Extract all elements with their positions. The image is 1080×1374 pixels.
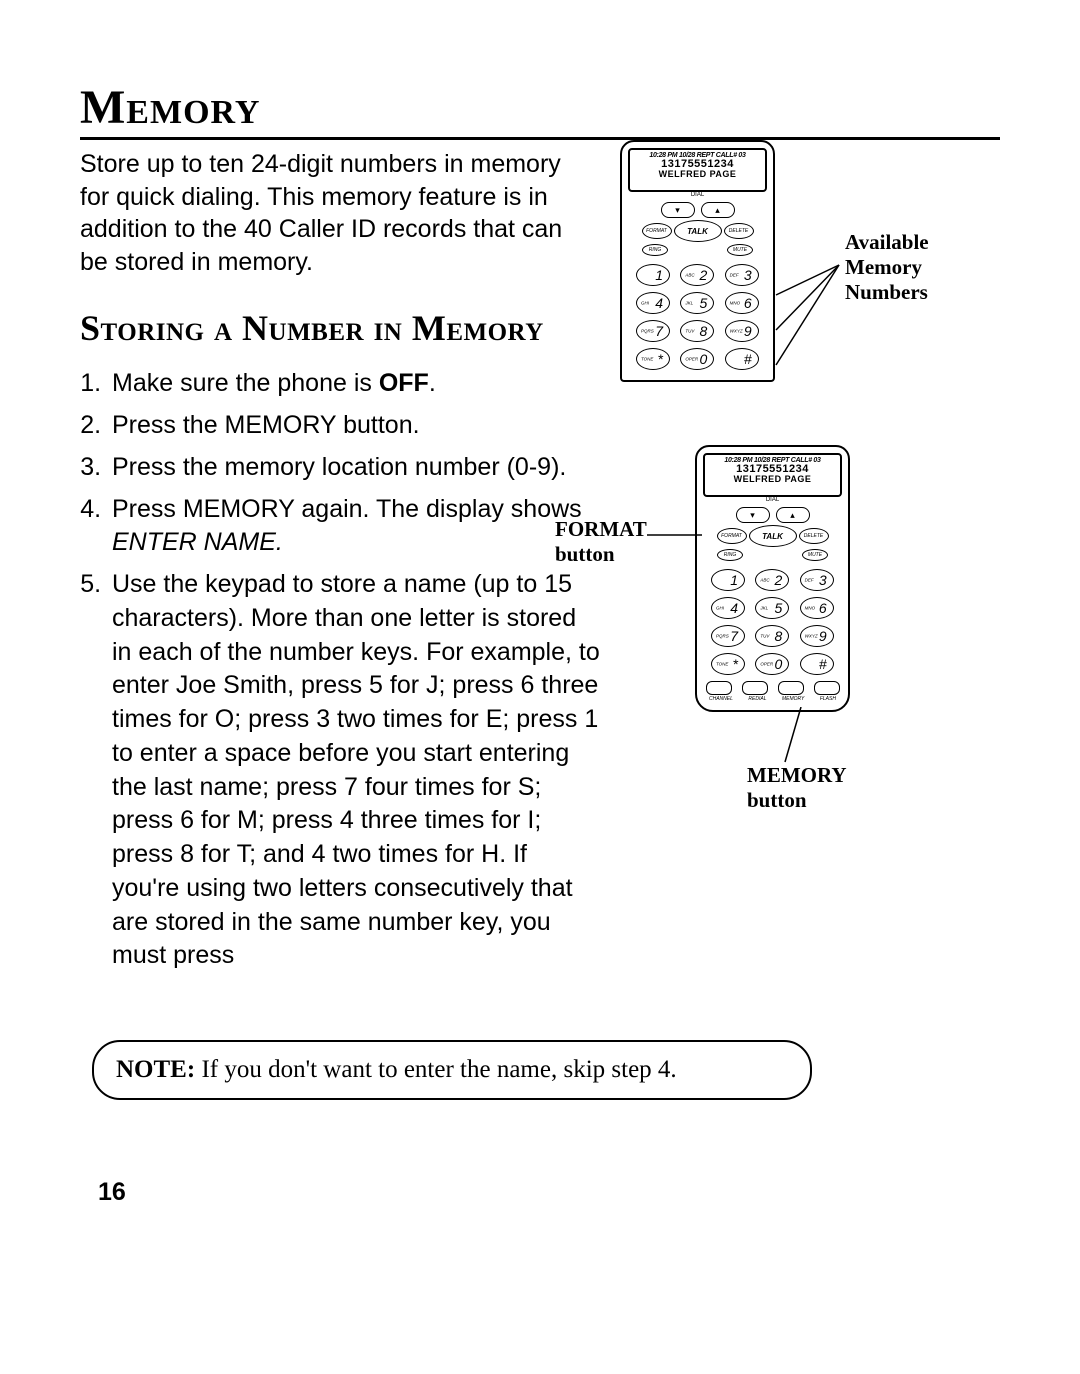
channel-button [706, 681, 732, 695]
key-5: JKL5 [755, 597, 789, 619]
delete-button-2: DELETE [799, 528, 829, 544]
flash-label: FLASH [820, 696, 836, 702]
flash-button [814, 681, 840, 695]
fig2-memory-label: MEMORY button [747, 763, 867, 813]
up-button-2: ▴ [776, 507, 810, 523]
note-label: NOTE: [116, 1056, 195, 1083]
channel-label: CHANNEL [709, 696, 733, 702]
down-button-2: ▾ [736, 507, 770, 523]
delete-button-1: DELETE [724, 223, 754, 239]
step-2: Press the MEMORY button. [108, 409, 600, 443]
ring-button-1: RING [642, 244, 668, 256]
key-4: GHI4 [636, 292, 670, 314]
step-4-text-a: Press MEMORY again. The display shows [112, 495, 582, 523]
key-8: TUV8 [680, 320, 714, 342]
key-#: # [725, 348, 759, 370]
fig2-format-label: FORMAT button [555, 517, 655, 567]
step-1-text-a: Make sure the phone is [112, 369, 379, 397]
note-box: NOTE: If you don't want to enter the nam… [92, 1040, 812, 1100]
key-9: WXYZ9 [725, 320, 759, 342]
memory-button [778, 681, 804, 695]
step-1-bold: OFF [379, 369, 429, 397]
key-2: ABC2 [680, 264, 714, 286]
lcd-2: 10:28 PM 10/28 REPT CALL# 03 13175551234… [703, 453, 842, 497]
key-3: DEF3 [800, 569, 834, 591]
phone-figure-1: 10:28 PM 10/28 REPT CALL# 03 13175551234… [620, 140, 775, 382]
keypad-1: 1 ABC2 DEF3 GHI4 JKL5 MNO6 PQRS7 TUV8 WXYZ9 TONE*… [628, 260, 767, 372]
key-6: MNO6 [725, 292, 759, 314]
section-heading: Storing a Number in Memory [80, 308, 600, 349]
key-9: WXYZ9 [800, 625, 834, 647]
phone-figure-2: 10:28 PM 10/28 REPT CALL# 03 13175551234… [695, 445, 850, 712]
talk-button-2: TALK [749, 525, 797, 547]
format-button-1: FORMAT [642, 223, 672, 239]
lcd2-line3: WELFRED PAGE [705, 475, 840, 484]
key-6: MNO6 [800, 597, 834, 619]
key-4: GHI4 [711, 597, 745, 619]
step-5: Use the keypad to store a name (up to 15… [108, 568, 600, 973]
key-7: PQRS7 [636, 320, 670, 342]
ring-button-2: RING [717, 549, 743, 561]
lcd-1: 10:28 PM 10/28 REPT CALL# 03 13175551234… [628, 148, 767, 192]
page-number: 16 [98, 1178, 126, 1207]
mute-button-2: MUTE [802, 549, 828, 561]
key-2: ABC2 [755, 569, 789, 591]
keypad-2: 1 ABC2 DEF3 GHI4 JKL5 MNO6 PQRS7 TUV8 WXYZ9 TONE*… [703, 565, 842, 677]
step-3: Press the memory location number (0-9). [108, 451, 600, 485]
redial-button [742, 681, 768, 695]
page-title: Memory [80, 80, 1000, 140]
step-4-italic: ENTER NAME. [112, 528, 283, 556]
key-8: TUV8 [755, 625, 789, 647]
mute-button-1: MUTE [727, 244, 753, 256]
steps-list: Make sure the phone is OFF. Press the ME… [80, 367, 600, 973]
key-*: TONE* [711, 653, 745, 675]
dial-label-2: DIAL [703, 497, 842, 503]
memory-label: MEMORY [782, 696, 804, 702]
down-button-1: ▾ [661, 202, 695, 218]
step-1-text-c: . [429, 369, 436, 397]
format-button-2: FORMAT [717, 528, 747, 544]
key-*: TONE* [636, 348, 670, 370]
note-text: If you don't want to enter the name, ski… [195, 1056, 676, 1083]
redial-label: REDIAL [748, 696, 766, 702]
key-1: 1 [636, 264, 670, 286]
key-#: # [800, 653, 834, 675]
key-0: OPER0 [680, 348, 714, 370]
key-0: OPER0 [755, 653, 789, 675]
key-7: PQRS7 [711, 625, 745, 647]
key-1: 1 [711, 569, 745, 591]
dial-label-1: DIAL [628, 192, 767, 198]
intro-paragraph: Store up to ten 24-digit numbers in memo… [80, 148, 590, 278]
lcd1-line3: WELFRED PAGE [630, 170, 765, 179]
step-4: Press MEMORY again. The display shows EN… [108, 493, 600, 561]
key-5: JKL5 [680, 292, 714, 314]
fig1-label: Available Memory Numbers [845, 230, 955, 306]
step-1: Make sure the phone is OFF. [108, 367, 600, 401]
up-button-1: ▴ [701, 202, 735, 218]
talk-button-1: TALK [674, 220, 722, 242]
key-3: DEF3 [725, 264, 759, 286]
